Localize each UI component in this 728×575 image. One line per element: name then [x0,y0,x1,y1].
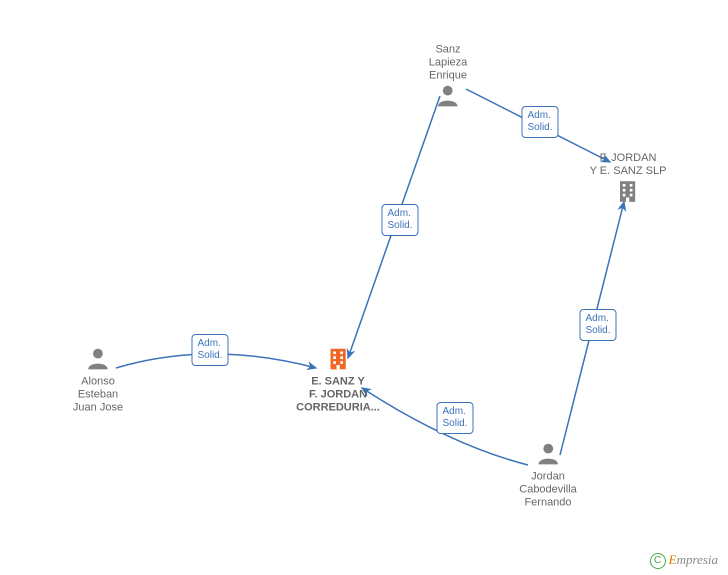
copyright-icon: C [650,553,666,569]
edges-layer [0,0,728,575]
edge-label-jordanc-sanzy: Adm. Solid. [436,402,473,434]
node-sanz[interactable]: Sanz Lapieza Enrique [429,44,468,113]
node-label: Alonso Esteban Juan Jose [73,376,123,415]
node-jordan_slp[interactable]: F. JORDAN Y E. SANZ SLP [590,152,667,208]
node-sanzy[interactable]: E. SANZ Y F. JORDAN CORREDURIA... [296,346,380,415]
edge-label-alonso-sanzy: Adm. Solid. [191,334,228,366]
node-label: E. SANZ Y F. JORDAN CORREDURIA... [296,376,380,415]
watermark: CEmpresia [650,552,718,569]
person-icon [85,346,111,372]
edge-label-jordanc-jordan_slp: Adm. Solid. [579,309,616,341]
edge-label-sanz-sanzy: Adm. Solid. [381,204,418,236]
diagram-canvas: Sanz Lapieza Enrique F. JORDAN Y E. SANZ… [0,0,728,575]
node-label: F. JORDAN Y E. SANZ SLP [590,152,667,178]
person-icon [435,83,461,109]
person-icon [535,441,561,467]
node-label: Sanz Lapieza Enrique [429,44,468,83]
edge-label-sanz-jordan_slp: Adm. Solid. [521,106,558,138]
node-jordanc[interactable]: Jordan Cabodevilla Fernando [519,441,576,510]
building-icon [615,178,641,204]
building-icon [325,346,351,372]
node-label: Jordan Cabodevilla Fernando [519,471,576,510]
node-alonso[interactable]: Alonso Esteban Juan Jose [73,346,123,415]
